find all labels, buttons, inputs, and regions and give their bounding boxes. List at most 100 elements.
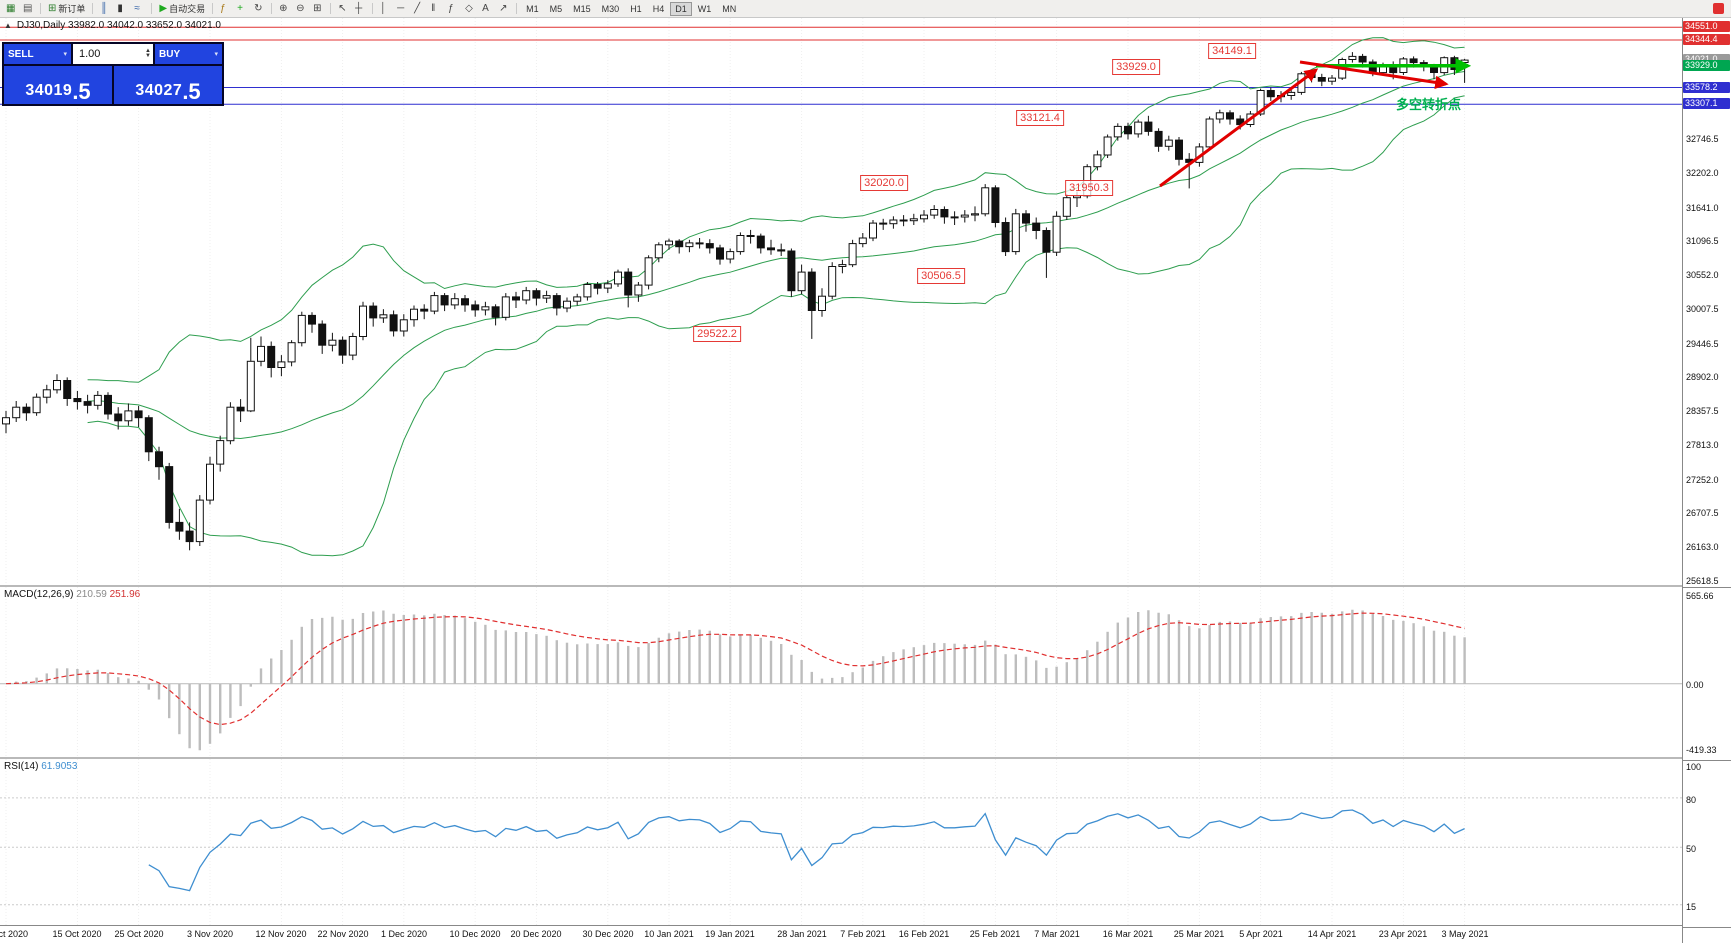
buy-price-frac: .5 — [182, 79, 201, 104]
rsi-indicator-label: RSI(14) 61.9053 — [4, 761, 77, 772]
arrow-object-button[interactable]: ↗ — [496, 1, 512, 16]
sell-price-frac: .5 — [72, 79, 91, 104]
price-chart-pane[interactable]: ▲ DJ30,Daily 33982.0 34042.0 33652.0 340… — [0, 18, 1682, 585]
rsi-name: RSI(14) — [4, 761, 39, 772]
crosshair-button[interactable]: ┼ — [352, 1, 368, 16]
autotrading-button[interactable]: ▶ 自动交易 — [156, 1, 208, 16]
price-label-annotation[interactable]: 33929.0 — [1112, 59, 1160, 75]
trendline-button[interactable]: ╱ — [411, 1, 427, 16]
price-label-annotation[interactable]: 33121.4 — [1016, 110, 1064, 126]
timeframe-w1[interactable]: W1 — [693, 2, 717, 16]
chart-profiles-button[interactable]: ▤ — [20, 1, 36, 16]
tile-windows-button[interactable]: ⊞ — [310, 1, 326, 16]
cursor-button[interactable]: ↖ — [335, 1, 351, 16]
horizontal-line-button[interactable]: ─ — [394, 1, 410, 16]
bollinger-lower-band — [87, 95, 1465, 557]
price-axis-tag: 34021.0 — [1683, 54, 1730, 65]
price-axis-tag: 33929.0 — [1683, 60, 1730, 71]
date-label: 10 Jan 2021 — [644, 929, 694, 939]
rsi-axis-label: 50 — [1686, 844, 1697, 854]
zoom-in-icon: ⊕ — [279, 2, 288, 14]
rsi-pane[interactable]: RSI(14) 61.9053 — [0, 759, 1682, 925]
price-label-annotation[interactable]: 32020.0 — [860, 175, 908, 191]
sell-button-label: SELL — [8, 48, 34, 60]
price-label-annotation[interactable]: 34149.1 — [1208, 43, 1256, 59]
zoom-out-button[interactable]: ⊖ — [293, 1, 309, 16]
date-label: 16 Feb 2021 — [898, 929, 950, 939]
timeframe-m1[interactable]: M1 — [521, 2, 544, 16]
rsi-canvas[interactable] — [0, 759, 1682, 925]
volume-up-arrow[interactable]: ▲ — [145, 48, 151, 54]
timeframe-h4[interactable]: H4 — [648, 2, 670, 16]
new-order-button[interactable]: ⊞ 新订单 — [45, 1, 88, 16]
macd-signal-line — [5, 612, 1465, 726]
add-indicator-button[interactable]: + — [234, 1, 250, 16]
rsi-line — [148, 809, 1465, 892]
macd-canvas[interactable] — [0, 587, 1682, 757]
timeframe-mn[interactable]: MN — [717, 2, 741, 16]
shapes-button[interactable]: ◇ — [462, 1, 478, 16]
time-axis[interactable]: 6 Oct 2020 15 Oct 2020 25 Oct 2020 3 Nov 20… — [0, 925, 1682, 943]
price-label-annotation[interactable]: 31950.3 — [1065, 180, 1113, 196]
macd-pane[interactable]: MACD(12,26,9) 210.59 251.96 — [0, 587, 1682, 757]
price-axis-tag: 34344.4 — [1683, 34, 1730, 45]
macd-signal-value: 251.96 — [109, 589, 141, 600]
price-axis-tag: 33307.1 — [1683, 98, 1730, 109]
autotrading-icon: ▶ — [159, 2, 168, 14]
symbol-ohlc-label: DJ30,Daily 33982.0 34042.0 33652.0 34021… — [16, 20, 221, 31]
toolbar-separator — [330, 3, 332, 14]
price-axis-label: 31096.5 — [1686, 236, 1719, 246]
timeframe-d1[interactable]: D1 — [670, 1, 692, 16]
vertical-line-button[interactable]: │ — [377, 1, 393, 16]
date-label: 19 Jan 2021 — [705, 929, 755, 939]
price-axis-label: 25618.5 — [1686, 576, 1719, 586]
timeframe-h1[interactable]: H1 — [625, 2, 647, 16]
one-click-trading-panel: SELL ▾ 1.00 ▲ ▼ BUY ▾ — [2, 42, 224, 106]
macd-name: MACD(12,26,9) — [4, 589, 74, 600]
price-axis-macd[interactable]: 565.66 0.00 -419.33 — [1683, 587, 1731, 760]
price-axis-main[interactable]: 32746.5 32202.0 31641.0 31096.5 30552.0 30007… — [1683, 18, 1731, 587]
date-label: 6 Oct 2020 — [0, 929, 29, 939]
rsi-axis-label: 80 — [1686, 795, 1697, 805]
timeframe-m15[interactable]: M15 — [568, 2, 596, 16]
price-axis-label: 31641.0 — [1686, 203, 1719, 213]
rsi-axis-label: 100 — [1686, 762, 1702, 772]
refresh-icon: ↻ — [254, 2, 263, 14]
buy-button[interactable]: BUY ▾ — [155, 44, 222, 64]
timeframe-m30[interactable]: M30 — [597, 2, 625, 16]
date-label: 10 Dec 2020 — [449, 929, 501, 939]
trend-arrow[interactable] — [1299, 60, 1449, 90]
price-chart-canvas[interactable] — [0, 18, 1682, 585]
fibonacci-button[interactable]: ƒ — [445, 1, 461, 16]
equidistant-channel-button[interactable]: ‖ — [428, 1, 444, 16]
sell-button[interactable]: SELL ▾ — [4, 44, 71, 64]
notification-badge[interactable] — [1713, 3, 1724, 14]
sell-price-display[interactable]: 34019 .5 — [4, 66, 112, 104]
line-chart-button[interactable]: ≈ — [131, 1, 147, 16]
chart-note-text[interactable]: 多空转折点 — [1396, 97, 1462, 112]
cursor-icon: ↖ — [338, 2, 347, 14]
price-label-annotation[interactable]: 30506.5 — [917, 268, 965, 284]
price-label-annotation[interactable]: 29522.2 — [693, 326, 741, 342]
macd-axis-label: 0.00 — [1686, 680, 1704, 690]
pane-divider[interactable] — [0, 585, 1682, 587]
volume-down-arrow[interactable]: ▼ — [145, 53, 151, 59]
price-axis[interactable]: 32746.5 32202.0 31641.0 31096.5 30552.0 30007… — [1682, 18, 1731, 943]
buy-price-display[interactable]: 34027 .5 — [114, 66, 222, 104]
indicators-list-button[interactable]: ƒ — [217, 1, 233, 16]
pane-divider[interactable] — [0, 757, 1682, 759]
price-axis-rsi[interactable]: 100 80 50 15 — [1683, 760, 1731, 927]
macd-axis-label: -419.33 — [1686, 745, 1717, 755]
trade-panel-toggle[interactable]: ▲ — [4, 21, 12, 30]
trend-arrow[interactable] — [1159, 68, 1319, 188]
candlestick-chart-button[interactable]: ▮ — [114, 1, 130, 16]
date-label: 3 Nov 2020 — [186, 929, 234, 939]
refresh-button[interactable]: ↻ — [251, 1, 267, 16]
volume-input[interactable]: 1.00 ▲ ▼ — [73, 44, 153, 64]
timeframe-m5[interactable]: M5 — [545, 2, 568, 16]
sell-price-main: 34019 — [25, 82, 73, 99]
new-chart-button[interactable]: ▦ — [3, 1, 19, 16]
zoom-in-button[interactable]: ⊕ — [276, 1, 292, 16]
text-label-button[interactable]: A — [479, 1, 495, 16]
bar-chart-button[interactable]: ║ — [97, 1, 113, 16]
